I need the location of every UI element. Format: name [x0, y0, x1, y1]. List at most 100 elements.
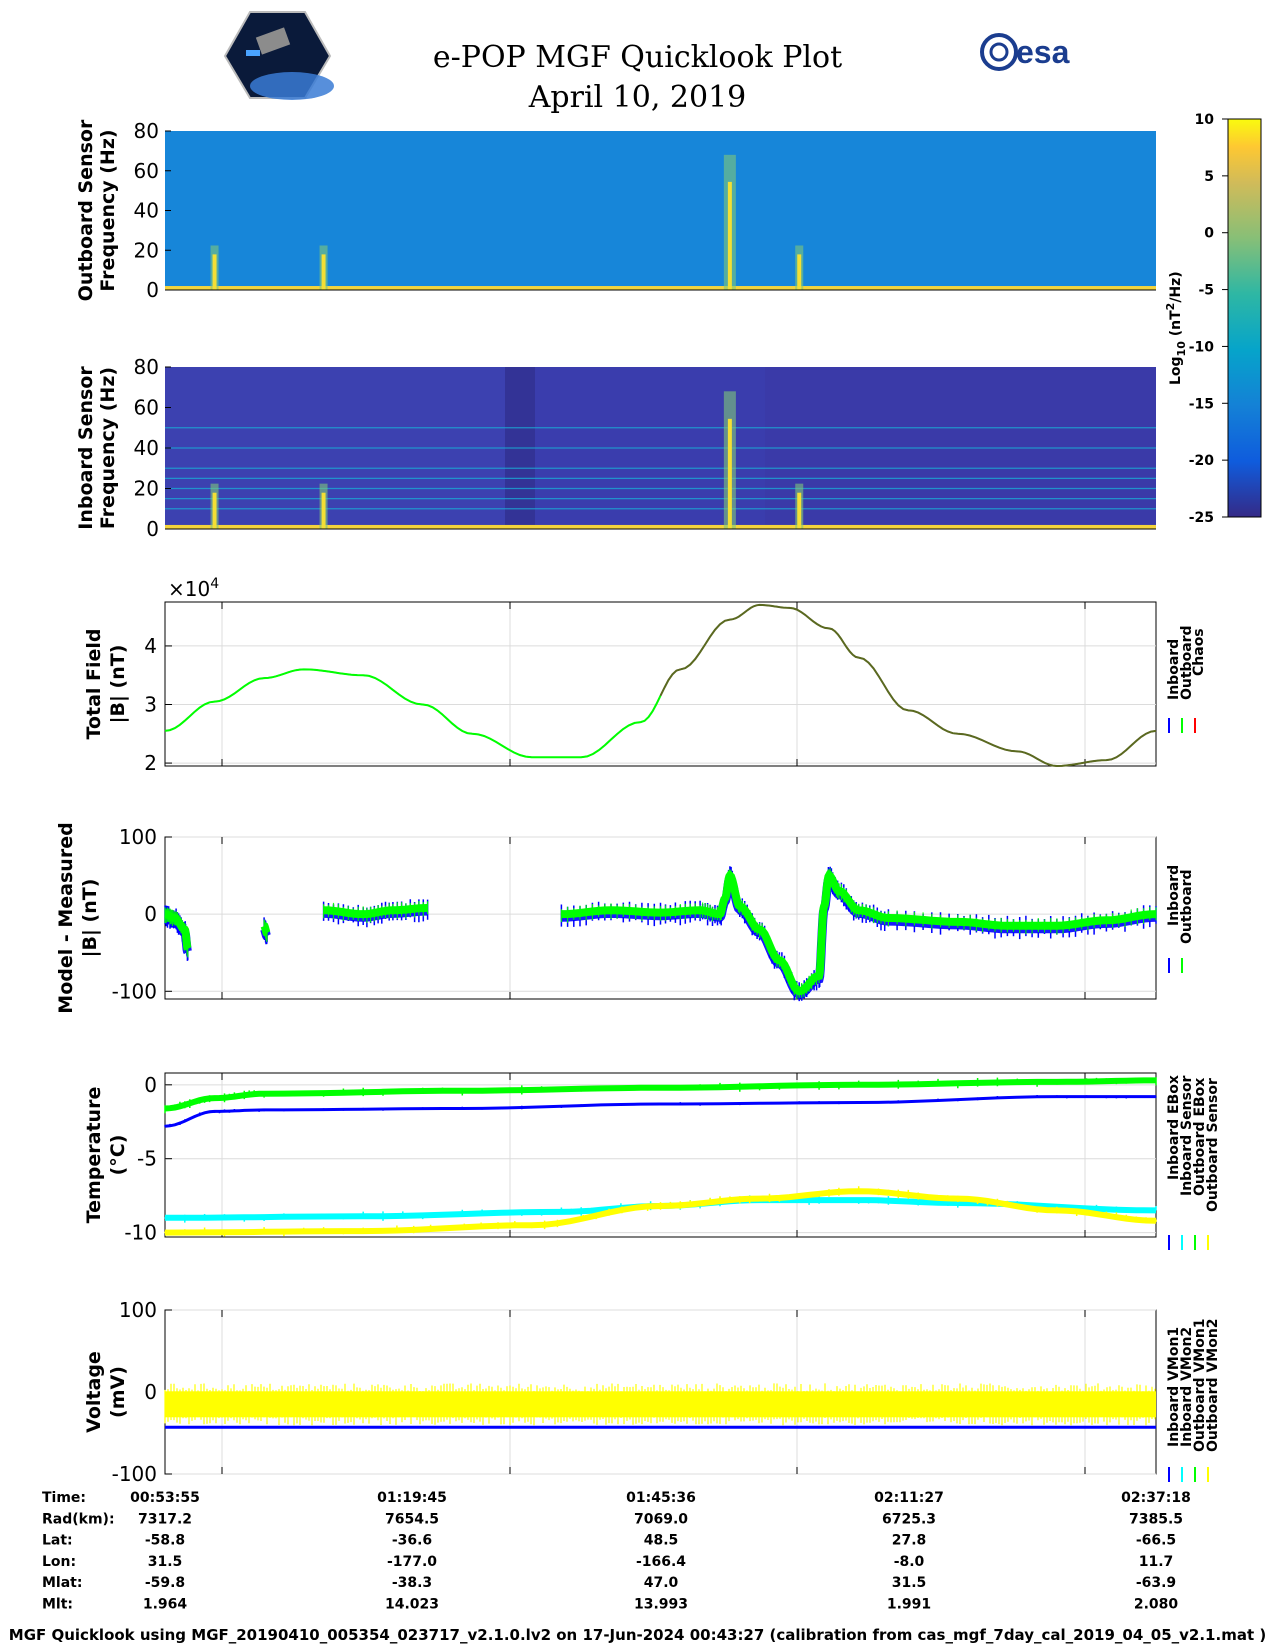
series-outboard-noise	[323, 901, 429, 923]
y-axis-label: Temperature (°C)	[83, 1087, 129, 1224]
table-cell: 7385.5	[1129, 1511, 1183, 1527]
colorbar-tick-label: -5	[1198, 283, 1214, 299]
y-tick-label: 0	[144, 1380, 157, 1404]
burst-core	[321, 254, 326, 290]
spectrogram-axis: 0 20 40 60 80 Outboard SensorFrequency (Hz)	[75, 119, 171, 302]
row-label: Lon:	[42, 1554, 76, 1570]
y-tick-label: 100	[119, 1298, 157, 1322]
table-cell: 6725.3	[882, 1511, 936, 1527]
legend-inboard-vmon2: Inboard VMon2	[1179, 1327, 1195, 1447]
colorbar-tick-label: -20	[1189, 453, 1215, 469]
series-outboard-noise	[560, 868, 1157, 1000]
baseline-band	[165, 524, 1156, 529]
table-cell: 2.080	[1134, 1597, 1179, 1613]
legend-inboard: Inboard	[1166, 639, 1182, 700]
plot-date: April 10, 2019	[528, 80, 747, 115]
table-cell: 01:45:36	[626, 1490, 696, 1506]
table-cell: -8.0	[894, 1554, 925, 1570]
series-outboard-noise	[164, 907, 189, 958]
legend-inboard-ebox: Inboard EBox	[1166, 1075, 1182, 1180]
table-cell: 48.5	[644, 1533, 679, 1549]
table-cell: 1.991	[887, 1597, 931, 1613]
table-cell: 1.964	[143, 1597, 188, 1613]
y-tick-label: 40	[134, 199, 159, 223]
series-noise	[164, 1077, 1157, 1114]
legend-inboard-vmon1: Inboard VMon1	[1166, 1327, 1182, 1447]
voltage-panel: -100 0 100 Voltage (mV)	[83, 1298, 1157, 1486]
plot-title: e-POP MGF Quicklook Plot	[432, 40, 843, 75]
legend-temperature: Inboard EBox Inboard Sensor Outboard EBo…	[1166, 1075, 1221, 1250]
legend-outboard-ebox: Outboard EBox	[1192, 1078, 1208, 1196]
y-axis-label: Model - Measured |B| (nT)	[55, 822, 101, 1013]
colorbar: 10 5 0 -5 -10 -15 -20 -25 Log10 (nT2/Hz)	[1164, 112, 1262, 526]
table-cell: -63.9	[1136, 1575, 1176, 1591]
row-label: Mlat:	[42, 1575, 82, 1591]
colorbar-gradient	[1227, 118, 1262, 518]
table-cell: -59.8	[145, 1575, 185, 1591]
y-tick-label: -100	[112, 1462, 157, 1486]
table-cell: -38.3	[392, 1575, 432, 1591]
row-label: Mlt:	[42, 1597, 73, 1613]
y-tick-label: 0	[144, 902, 157, 926]
total-field-panel: 2 3 4 Total Field |B| (nT) ×104	[83, 576, 1157, 775]
y-tick-label: -10	[124, 1221, 157, 1245]
legend-outboard-vmon2: Outboard VMon2	[1205, 1318, 1221, 1452]
series-noise	[164, 1095, 1157, 1127]
series-noise	[164, 1383, 1156, 1426]
table-cell: 13.993	[634, 1597, 688, 1613]
plot-frame	[164, 601, 1157, 767]
burst-core	[797, 254, 802, 290]
legend-outboard-sensor: Outboard Sensor	[1205, 1078, 1221, 1212]
y-axis-label: Total Field |B| (nT)	[83, 628, 129, 739]
y-tick-label: 4	[144, 634, 157, 658]
table-cell: 14.023	[385, 1597, 439, 1613]
table-cell: 02:37:18	[1121, 1490, 1191, 1506]
series-outboard	[164, 668, 662, 759]
legend-outboard: Outboard	[1179, 625, 1195, 700]
y-tick-label: 40	[134, 436, 159, 460]
legend-outboard: Outboard	[1179, 869, 1195, 944]
cassiope-logo	[223, 11, 334, 100]
colorbar-tick-label: 10	[1195, 112, 1215, 128]
y-tick-label: 60	[134, 396, 159, 420]
burst-core	[212, 254, 217, 290]
ephemeris-table: Time: Rad(km): Lat: Lon: Mlat: Mlt: 00:53:55 73…	[42, 1490, 1191, 1613]
legend-total-field: Inboard Outboard Chaos	[1166, 625, 1207, 733]
table-cell: 11.7	[1139, 1554, 1174, 1570]
y-tick-label: 100	[119, 825, 157, 849]
y-tick-label: -5	[137, 1147, 157, 1171]
table-cell: 7069.0	[634, 1511, 688, 1527]
esa-logo-text: esa	[1016, 34, 1070, 70]
colorbar-label: Log10 (nT2/Hz)	[1164, 271, 1188, 385]
table-cell: -177.0	[387, 1554, 437, 1570]
baseline-band	[165, 286, 1156, 290]
y-tick-label: 2	[144, 751, 157, 775]
legend-model-measured: Inboard Outboard	[1166, 865, 1195, 973]
table-cell: 01:19:45	[377, 1490, 447, 1506]
legend-voltage: Inboard VMon1 Inboard VMon2 Outboard VMo…	[1166, 1318, 1221, 1482]
y-tick-label: 60	[134, 159, 159, 183]
table-cell: -36.6	[392, 1533, 432, 1549]
esa-logo: esa	[980, 33, 1070, 71]
burst-core	[797, 492, 802, 529]
table-cell: -166.4	[636, 1554, 686, 1570]
colorbar-tick-label: -25	[1189, 510, 1214, 526]
series-outboard-noise	[263, 919, 268, 942]
row-label: Rad(km):	[42, 1511, 115, 1527]
row-label: Time:	[42, 1490, 86, 1506]
series-noise	[164, 1186, 1157, 1237]
table-cell: 02:11:27	[874, 1490, 944, 1506]
burst-core	[727, 418, 732, 529]
temperature-panel: -10 -5 0 Temperature (°C)	[83, 1072, 1157, 1245]
inboard-spectrogram	[165, 367, 1156, 530]
colorbar-tick-label: 5	[1204, 169, 1214, 185]
table-cell: 31.5	[148, 1554, 183, 1570]
table-cell: 7654.5	[385, 1511, 439, 1527]
y-tick-label: 80	[134, 119, 159, 143]
table-cell: -66.5	[1136, 1533, 1176, 1549]
y-tick-label: 3	[144, 693, 157, 717]
table-cell: 27.8	[892, 1533, 927, 1549]
model-measured-panel: -100 0 100 Model - Measured |B| (nT)	[55, 822, 1157, 1014]
spectrogram-axis: 0 20 40 60 80 Inboard SensorFrequency (Hz)	[75, 355, 171, 541]
